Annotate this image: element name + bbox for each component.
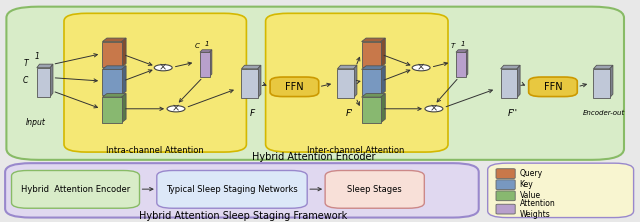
Polygon shape — [122, 38, 126, 67]
Polygon shape — [102, 66, 126, 69]
Polygon shape — [466, 50, 468, 77]
Polygon shape — [381, 38, 385, 67]
Circle shape — [167, 106, 185, 112]
Text: 1: 1 — [204, 41, 209, 47]
Text: Hybrid Attention Encoder: Hybrid Attention Encoder — [252, 151, 375, 162]
Text: C: C — [23, 76, 28, 85]
Text: ×: × — [430, 104, 438, 114]
Circle shape — [425, 106, 443, 112]
FancyBboxPatch shape — [496, 169, 515, 178]
Text: 1: 1 — [35, 52, 40, 61]
Polygon shape — [241, 65, 261, 69]
Text: F'': F'' — [508, 109, 518, 118]
FancyBboxPatch shape — [157, 170, 307, 208]
FancyBboxPatch shape — [5, 163, 479, 218]
Text: Value: Value — [520, 191, 541, 200]
Text: C: C — [195, 43, 200, 49]
Polygon shape — [362, 42, 381, 67]
Text: Input: Input — [26, 118, 46, 127]
Text: Typical Sleep Staging Networks: Typical Sleep Staging Networks — [166, 185, 298, 194]
FancyBboxPatch shape — [496, 191, 515, 201]
Text: FFN: FFN — [543, 82, 563, 92]
Polygon shape — [381, 66, 385, 95]
Text: T: T — [23, 59, 28, 68]
Polygon shape — [241, 69, 258, 98]
Polygon shape — [37, 64, 53, 68]
Polygon shape — [102, 97, 122, 123]
Text: Key: Key — [520, 180, 533, 189]
Polygon shape — [354, 65, 357, 98]
Text: F': F' — [346, 109, 353, 118]
Polygon shape — [593, 65, 613, 69]
FancyBboxPatch shape — [270, 77, 319, 97]
FancyBboxPatch shape — [266, 13, 448, 152]
FancyBboxPatch shape — [496, 180, 515, 190]
Polygon shape — [200, 50, 212, 52]
Text: Inter-channel Attention: Inter-channel Attention — [307, 146, 404, 155]
Polygon shape — [381, 94, 385, 123]
Circle shape — [412, 65, 430, 71]
Polygon shape — [210, 50, 212, 77]
Polygon shape — [362, 38, 385, 42]
Text: ×: × — [172, 104, 180, 114]
Text: Intra-channel Attention: Intra-channel Attention — [106, 146, 204, 155]
FancyBboxPatch shape — [64, 13, 246, 152]
Polygon shape — [51, 64, 53, 97]
Text: ×: × — [159, 63, 167, 73]
Polygon shape — [456, 52, 466, 77]
Polygon shape — [337, 65, 357, 69]
Polygon shape — [362, 66, 385, 69]
Polygon shape — [500, 65, 520, 69]
FancyBboxPatch shape — [496, 204, 515, 214]
Polygon shape — [500, 69, 517, 98]
Polygon shape — [122, 66, 126, 95]
Circle shape — [154, 65, 172, 71]
Polygon shape — [456, 50, 468, 52]
Polygon shape — [337, 69, 354, 98]
Polygon shape — [517, 65, 520, 98]
FancyBboxPatch shape — [325, 170, 424, 208]
Text: F: F — [250, 109, 255, 118]
Polygon shape — [362, 69, 381, 95]
Text: ×: × — [417, 63, 425, 73]
Polygon shape — [362, 94, 385, 97]
Text: Sleep Stages: Sleep Stages — [348, 185, 402, 194]
FancyBboxPatch shape — [6, 7, 624, 160]
FancyBboxPatch shape — [12, 170, 140, 208]
Polygon shape — [102, 69, 122, 95]
Polygon shape — [122, 94, 126, 123]
Text: FFN: FFN — [285, 82, 304, 92]
Text: Hybrid  Attention Encoder: Hybrid Attention Encoder — [21, 185, 130, 194]
Text: 1: 1 — [460, 41, 465, 47]
Text: T: T — [451, 43, 455, 49]
FancyBboxPatch shape — [529, 77, 577, 97]
FancyBboxPatch shape — [488, 163, 634, 218]
Text: Encoder-out: Encoder-out — [583, 110, 625, 116]
Polygon shape — [37, 68, 51, 97]
Polygon shape — [102, 38, 126, 42]
Polygon shape — [102, 94, 126, 97]
Polygon shape — [200, 52, 210, 77]
Text: Query: Query — [520, 169, 543, 178]
Polygon shape — [102, 42, 122, 67]
Polygon shape — [362, 97, 381, 123]
Polygon shape — [610, 65, 613, 98]
Text: Hybrid Attention Sleep Staging Framework: Hybrid Attention Sleep Staging Framework — [139, 211, 348, 221]
Text: Attention
Weights: Attention Weights — [520, 199, 556, 219]
Polygon shape — [258, 65, 261, 98]
Polygon shape — [593, 69, 610, 98]
